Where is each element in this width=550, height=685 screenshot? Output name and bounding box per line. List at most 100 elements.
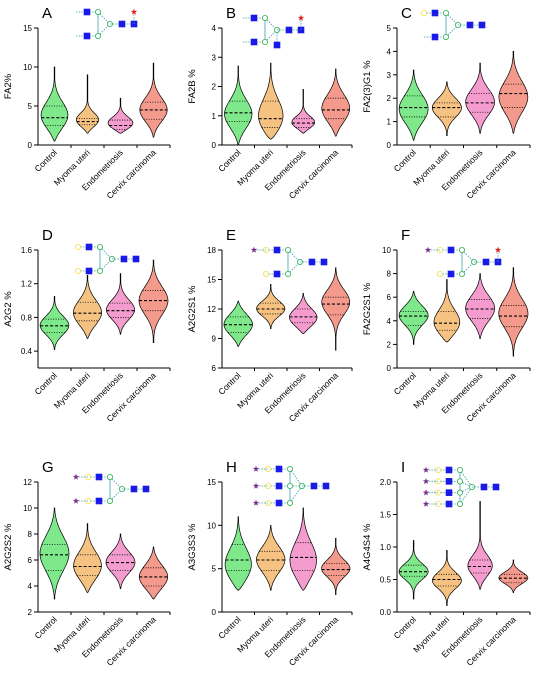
glcnac-square-icon: [447, 270, 455, 278]
glcnac-square-icon: [95, 497, 103, 505]
violin-body: [105, 533, 136, 589]
x-category-label: Control: [392, 614, 419, 641]
violin-body: [498, 267, 529, 357]
monosaccharide-circle-icon: [286, 482, 293, 489]
glcnac-square-icon: [480, 483, 488, 491]
violin-cervix-carcinoma: [139, 62, 168, 138]
sialic-acid-star-icon: [422, 500, 430, 507]
violin-body: [73, 274, 102, 339]
y-tick-label: 10: [23, 504, 32, 513]
y-tick-label: 4: [28, 582, 33, 591]
monosaccharide-circle-icon: [442, 34, 449, 41]
glcnac-square-icon: [85, 243, 93, 251]
y-tick-label: 15: [23, 24, 32, 33]
y-tick-label: 1.5: [380, 511, 392, 520]
violin-control: [39, 296, 70, 350]
glycan-structure-icon: [243, 14, 305, 49]
y-axis-label: A2G2 %: [3, 291, 14, 327]
y-tick-label: 0: [212, 608, 217, 617]
violin-body: [291, 89, 316, 134]
y-tick-label: 1: [387, 118, 392, 127]
monosaccharide-circle-icon: [456, 489, 463, 496]
glycan-structure-icon: [75, 243, 140, 275]
violin-myoma-uteri: [431, 549, 462, 606]
sialic-acid-star-icon: [422, 466, 430, 473]
violin-body: [465, 273, 496, 339]
y-axis-label: A2G2S2 %: [3, 523, 14, 571]
y-axis-label: A2G2S1 %: [187, 285, 198, 333]
panel-letter: D: [42, 227, 53, 244]
panel-letter: C: [401, 5, 412, 22]
glcnac-square-icon: [250, 14, 258, 22]
y-tick-label: 0: [387, 141, 392, 150]
violin-body: [256, 524, 286, 591]
y-tick-label: 18: [207, 246, 216, 255]
glcnac-square-icon: [250, 38, 258, 46]
violin-control: [398, 69, 429, 141]
violin-cervix-carcinoma: [321, 537, 351, 596]
x-category-label: Control: [216, 370, 243, 397]
violin-body: [106, 273, 135, 335]
glcnac-square-icon: [130, 485, 138, 493]
glycan-structure-icon: [420, 9, 486, 41]
monosaccharide-circle-icon: [456, 500, 463, 507]
x-category-label: Control: [216, 147, 243, 174]
sialic-acid-star-icon: [422, 489, 430, 496]
glcnac-square-icon: [285, 26, 293, 34]
glcnac-square-icon: [273, 246, 281, 254]
y-tick-label: 5: [387, 24, 392, 33]
fucose-star-icon: [297, 14, 305, 21]
violin-body: [431, 81, 462, 136]
y-tick-label: 0: [28, 141, 33, 150]
violin-myoma-uteri: [256, 284, 286, 330]
linkage-line: [289, 485, 303, 504]
y-tick-label: 0.5: [380, 576, 392, 585]
glcnac-square-icon: [447, 246, 455, 254]
sialic-acid-star-icon: [250, 246, 258, 253]
fucose-star-icon: [130, 8, 138, 15]
glcnac-square-icon: [445, 489, 453, 496]
violin-cervix-carcinoma: [498, 559, 529, 593]
violin-endometriosis: [467, 501, 493, 590]
violin-body: [431, 549, 462, 606]
violin-body: [138, 259, 169, 344]
monosaccharide-circle-icon: [95, 33, 102, 40]
y-tick-label: 4: [212, 24, 217, 33]
sialic-acid-star-icon: [72, 497, 80, 504]
monosaccharide-circle-icon: [456, 466, 463, 473]
x-category-label: Control: [392, 370, 419, 397]
glcnac-square-icon: [95, 473, 103, 481]
violin-body: [138, 546, 169, 600]
monosaccharide-circle-icon: [436, 270, 443, 277]
y-tick-label: 2: [28, 608, 33, 617]
monosaccharide-circle-icon: [284, 246, 291, 253]
y-tick-label: 15: [207, 276, 216, 285]
monosaccharide-circle-icon: [442, 9, 449, 16]
violin-myoma-uteri: [256, 524, 286, 591]
x-category-label: Control: [216, 614, 243, 641]
glcnac-square-icon: [118, 20, 126, 28]
y-tick-label: 6: [28, 556, 33, 565]
monosaccharide-circle-icon: [75, 267, 82, 274]
panel-letter: I: [401, 459, 405, 476]
violin-endometriosis: [289, 292, 318, 334]
violin-body: [289, 292, 318, 334]
glcnac-square-icon: [83, 32, 91, 40]
violin-body: [39, 296, 70, 350]
violin-body: [465, 62, 495, 134]
glycan-structure-icon: [250, 246, 328, 278]
violin-endometriosis: [289, 507, 317, 591]
violin-endometriosis: [465, 273, 496, 339]
glycan-structure-icon: [422, 466, 500, 508]
glcnac-square-icon: [445, 466, 453, 474]
glycan-structure-icon: [76, 8, 138, 40]
glcnac-square-icon: [320, 258, 328, 266]
violin-body: [498, 559, 529, 593]
monosaccharide-circle-icon: [284, 270, 291, 277]
